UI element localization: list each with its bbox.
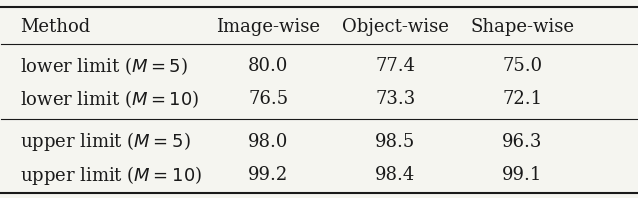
Text: 96.3: 96.3 [502, 133, 542, 151]
Text: 98.0: 98.0 [248, 133, 288, 151]
Text: upper limit ($M = 10$): upper limit ($M = 10$) [20, 164, 202, 187]
Text: 98.5: 98.5 [375, 133, 415, 151]
Text: 72.1: 72.1 [502, 90, 542, 108]
Text: Object-wise: Object-wise [342, 18, 449, 36]
Text: 73.3: 73.3 [375, 90, 415, 108]
Text: Shape-wise: Shape-wise [470, 18, 574, 36]
Text: 77.4: 77.4 [375, 57, 415, 75]
Text: 75.0: 75.0 [502, 57, 542, 75]
Text: upper limit ($M = 5$): upper limit ($M = 5$) [20, 130, 191, 153]
Text: Image-wise: Image-wise [216, 18, 320, 36]
Text: 99.1: 99.1 [502, 166, 542, 184]
Text: lower limit ($M = 5$): lower limit ($M = 5$) [20, 55, 188, 77]
Text: lower limit ($M = 10$): lower limit ($M = 10$) [20, 88, 200, 110]
Text: 99.2: 99.2 [248, 166, 288, 184]
Text: Method: Method [20, 18, 91, 36]
Text: 80.0: 80.0 [248, 57, 288, 75]
Text: 76.5: 76.5 [248, 90, 288, 108]
Text: 98.4: 98.4 [375, 166, 415, 184]
